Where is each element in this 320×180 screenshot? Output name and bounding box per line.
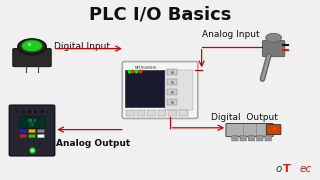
FancyBboxPatch shape [240, 136, 246, 141]
FancyBboxPatch shape [158, 110, 166, 116]
FancyBboxPatch shape [126, 110, 135, 116]
Text: o: o [275, 164, 282, 174]
FancyBboxPatch shape [248, 136, 255, 141]
FancyBboxPatch shape [137, 110, 145, 116]
Text: T: T [283, 164, 291, 174]
FancyBboxPatch shape [266, 125, 281, 135]
FancyBboxPatch shape [147, 110, 156, 116]
Text: Hz: Hz [30, 123, 34, 127]
FancyBboxPatch shape [9, 105, 55, 156]
FancyBboxPatch shape [232, 136, 238, 141]
FancyBboxPatch shape [167, 99, 177, 105]
FancyBboxPatch shape [122, 62, 198, 118]
Text: 50.0: 50.0 [28, 120, 36, 123]
Text: ec: ec [299, 164, 311, 174]
FancyBboxPatch shape [20, 129, 27, 133]
FancyBboxPatch shape [19, 116, 45, 128]
FancyBboxPatch shape [37, 134, 44, 138]
FancyBboxPatch shape [257, 136, 263, 141]
FancyBboxPatch shape [28, 129, 36, 133]
Text: PLC I/O Basics: PLC I/O Basics [89, 5, 231, 23]
FancyBboxPatch shape [226, 123, 273, 137]
FancyBboxPatch shape [28, 134, 36, 138]
FancyBboxPatch shape [262, 40, 285, 57]
Circle shape [266, 33, 282, 42]
FancyBboxPatch shape [168, 110, 177, 116]
FancyBboxPatch shape [20, 134, 27, 138]
Circle shape [18, 39, 46, 55]
FancyBboxPatch shape [13, 49, 51, 67]
FancyBboxPatch shape [167, 79, 177, 85]
FancyBboxPatch shape [265, 136, 271, 141]
FancyBboxPatch shape [179, 110, 188, 116]
FancyBboxPatch shape [15, 109, 49, 114]
FancyBboxPatch shape [167, 89, 177, 95]
Text: Analog Input: Analog Input [202, 30, 259, 39]
Text: MITSUBISHI: MITSUBISHI [135, 66, 157, 70]
FancyBboxPatch shape [167, 69, 177, 75]
FancyBboxPatch shape [165, 70, 193, 110]
Text: Digital  Output: Digital Output [211, 112, 278, 122]
FancyBboxPatch shape [37, 129, 44, 133]
Circle shape [22, 40, 42, 52]
Text: Digital Input: Digital Input [54, 42, 110, 51]
Text: Analog Output: Analog Output [56, 140, 130, 148]
FancyBboxPatch shape [125, 70, 166, 107]
